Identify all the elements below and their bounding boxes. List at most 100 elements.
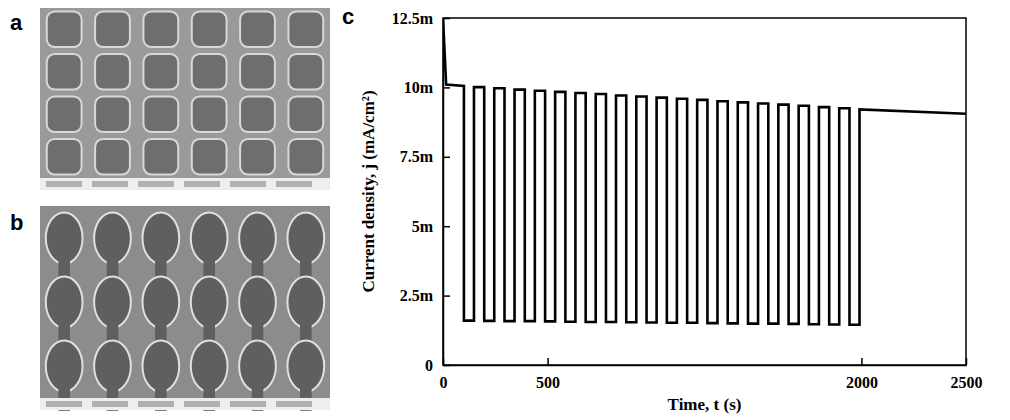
bulb-segment [191, 212, 228, 263]
tick-label: 0 [425, 357, 433, 374]
pillar-segment [240, 96, 275, 132]
tick-label: 500 [536, 374, 560, 391]
pillar-segment [288, 139, 323, 175]
image-background [40, 206, 330, 410]
x-axis: 0 500 2000 2500 [440, 358, 983, 391]
pillar-segment [192, 11, 227, 47]
tick-label: 12.5m [392, 10, 434, 27]
pillar-segment [47, 11, 82, 47]
tick-label: 7.5m [400, 148, 434, 165]
tick: 5m [412, 218, 450, 235]
info-bar-block [276, 401, 312, 407]
info-bar-block [92, 401, 128, 407]
axis-line [444, 365, 967, 367]
tick-mark [443, 157, 450, 159]
pillar-segment [143, 139, 178, 175]
pillar-segment [47, 139, 82, 175]
bulb-segment [191, 276, 228, 327]
tick: 2000 [846, 358, 878, 391]
info-bar-block [230, 181, 266, 187]
tick-mark [443, 295, 450, 297]
tick-mark [443, 226, 450, 228]
info-bar-block [230, 401, 266, 407]
tick-label: 5m [412, 218, 434, 235]
bulb-segment [142, 276, 179, 327]
pillar-segment [95, 54, 130, 90]
x-axis-title: Time, t (s) [668, 395, 742, 414]
figure: a b c 0 500 2000 2500 0 2.5m 5m 7.5m 10m 12.5m Time, … [0, 0, 1010, 420]
info-bar-block [138, 181, 174, 187]
pillar-segment [240, 139, 275, 175]
info-bar-block [138, 401, 174, 407]
tick: 2500 [951, 358, 983, 391]
pillar-segment [192, 54, 227, 90]
pillar-segment [47, 54, 82, 90]
pillar-segment [192, 96, 227, 132]
axis-line [443, 19, 445, 366]
panel-letter: a [10, 10, 23, 35]
bulb-segment [94, 276, 131, 327]
tick: 7.5m [400, 148, 450, 165]
bulb-segment [239, 212, 276, 263]
tick-label: 2000 [846, 374, 878, 391]
pillar-segment [240, 11, 275, 47]
pillar-segment [95, 139, 130, 175]
bulb-segment [46, 212, 83, 263]
info-bar-block [92, 181, 128, 187]
sem-image [40, 8, 330, 190]
tick-mark [443, 365, 450, 367]
pillar-segment [240, 54, 275, 90]
panel-letter: b [10, 210, 23, 235]
info-bar-block [276, 181, 312, 187]
info-bar-block [46, 401, 82, 407]
bulb-segment [191, 340, 228, 391]
pillar-segment [192, 139, 227, 175]
pillar-segment [288, 11, 323, 47]
pillar-segment [288, 54, 323, 90]
pillar-segment [95, 96, 130, 132]
tick-label: 2.5m [400, 287, 434, 304]
plot-area [443, 18, 966, 325]
tick-mark [547, 358, 549, 365]
tick-label: 0 [440, 374, 448, 391]
pillar-segment [143, 96, 178, 132]
tick-mark [861, 358, 863, 365]
bulb-segment [142, 212, 179, 263]
y-axis-title: Current density, j (mA/cm²) [359, 90, 378, 292]
data-line [443, 18, 966, 325]
info-bar-block [184, 401, 220, 407]
image-info-bar [40, 178, 330, 190]
tick: 2.5m [400, 287, 450, 304]
bulb-segment [46, 276, 83, 327]
y-axis: 0 2.5m 5m 7.5m 10m 12.5m [392, 10, 450, 374]
tick: 500 [536, 358, 560, 391]
bulb-segment [94, 212, 131, 263]
tick: 10m [404, 79, 450, 96]
tick-mark [966, 358, 968, 365]
tick-mark [443, 87, 450, 89]
panel-letter: c [342, 4, 354, 29]
pillar-segment [288, 96, 323, 132]
pillar-segment [143, 54, 178, 90]
bulb-segment [239, 276, 276, 327]
image-background [40, 8, 330, 190]
tick-label: 10m [404, 79, 434, 96]
bulb-segment [287, 340, 324, 391]
tick: 0 [425, 357, 450, 374]
sem-image [40, 206, 330, 411]
pillar-segment [143, 11, 178, 47]
bulb-segment [94, 340, 131, 391]
bulb-segment [287, 276, 324, 327]
plot-frame [443, 18, 966, 365]
bulb-segment [239, 340, 276, 391]
bulb-segment [287, 212, 324, 263]
image-info-bar [40, 398, 330, 410]
tick-label: 2500 [951, 374, 983, 391]
bulb-segment [46, 340, 83, 391]
pillar-segment [95, 11, 130, 47]
tick: 12.5m [392, 10, 450, 27]
bulb-segment [142, 340, 179, 391]
info-bar-block [46, 181, 82, 187]
info-bar-block [184, 181, 220, 187]
pillar-segment [47, 96, 82, 132]
